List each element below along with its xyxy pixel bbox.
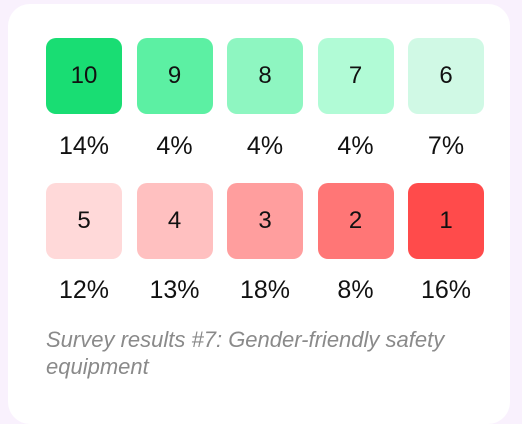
page: Survey results #7: Gender-friendly safet… [8,4,510,424]
percent-label: 16% [420,276,472,304]
caption: Survey results #7: Gender-friendly safet… [46,327,445,379]
percent-label: 4% [156,132,193,160]
score-tile: 8 [227,38,303,114]
score-tile: 7 [317,38,394,114]
percent-label: 4% [337,132,374,160]
percent-label: 8% [337,276,374,304]
score-tile: 4 [136,183,213,259]
score-tile: 3 [227,183,303,259]
percent-label: 12% [58,276,110,304]
score-tile: 2 [317,183,394,259]
percent-label: 4% [246,132,284,160]
score-tile: 10 [46,38,122,114]
percent-label: 18% [239,276,291,304]
percent-label: 14% [58,132,110,160]
card: Survey results #7: Gender-friendly safet… [8,4,510,424]
score-tile: 1 [408,183,484,259]
score-tile: 9 [136,38,213,114]
percent-label: 7% [427,132,465,160]
percent-label: 13% [149,276,200,304]
score-tile: 6 [408,38,484,114]
score-tile: 5 [46,183,122,259]
